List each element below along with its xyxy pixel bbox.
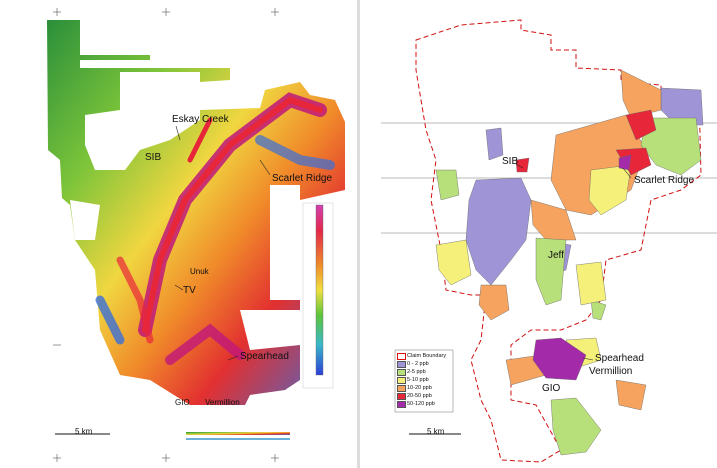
label-sib: SIB	[145, 152, 162, 163]
legend-swatch	[397, 385, 406, 392]
right-scale-bar-label: 5 km	[427, 427, 445, 436]
left-map-panel: Eskay Creek SIB Scarlet Ridge Unuk TV Sp…	[0, 0, 356, 468]
legend-item: 20-50 ppb	[395, 393, 453, 401]
label-vermillion: Vermillion	[589, 366, 633, 377]
legend-item: 50-120 ppb	[395, 401, 453, 409]
label-scarlet-ridge: Scarlet Ridge	[634, 175, 695, 186]
label-gio: GIO	[175, 398, 190, 407]
right-map-image	[381, 19, 717, 463]
legend-label: 10-20 ppb	[407, 385, 432, 391]
label-tv: TV	[183, 285, 196, 296]
left-map-image	[47, 8, 345, 462]
panel-divider	[357, 0, 360, 468]
label-unuk: Unuk	[190, 267, 209, 276]
legend-swatch	[397, 353, 406, 360]
legend-item: 0 - 2 ppb	[395, 361, 453, 369]
label-spearhead: Spearhead	[595, 353, 644, 364]
legend-swatch	[397, 401, 406, 408]
legend-label: 2-5 ppb	[407, 369, 426, 375]
label-spearhead: Spearhead	[240, 351, 289, 362]
right-map-panel: SIB Scarlet Ridge Jeff Spearhead Vermill…	[361, 0, 717, 468]
label-sib: SIB	[502, 156, 519, 167]
label-vermillion: Vermillion	[205, 398, 240, 407]
left-scale-bar-label: 5 km	[75, 427, 93, 436]
legend-label: 0 - 2 ppb	[407, 361, 429, 367]
label-scarlet-ridge: Scarlet Ridge	[272, 173, 333, 184]
legend-swatch	[397, 393, 406, 400]
legend-item: Claim Boundary	[395, 353, 453, 361]
legend-item: 10-20 ppb	[395, 385, 453, 393]
map-legend: Claim Boundary 0 - 2 ppb 2-5 ppb 5-10 pp…	[395, 350, 453, 412]
label-jeff: Jeff	[548, 250, 564, 261]
label-gio: GIO	[542, 383, 561, 394]
legend-label: 20-50 ppb	[407, 393, 432, 399]
legend-item: 5-10 ppb	[395, 377, 453, 385]
legend-label: 5-10 ppb	[407, 377, 429, 383]
legend-swatch	[397, 377, 406, 384]
legend-swatch	[397, 369, 406, 376]
legend-item: 2-5 ppb	[395, 369, 453, 377]
legend-label: Claim Boundary	[407, 353, 447, 359]
label-eskay-creek: Eskay Creek	[172, 114, 229, 125]
legend-label: 50-120 ppb	[407, 401, 435, 407]
legend-swatch	[397, 361, 406, 368]
